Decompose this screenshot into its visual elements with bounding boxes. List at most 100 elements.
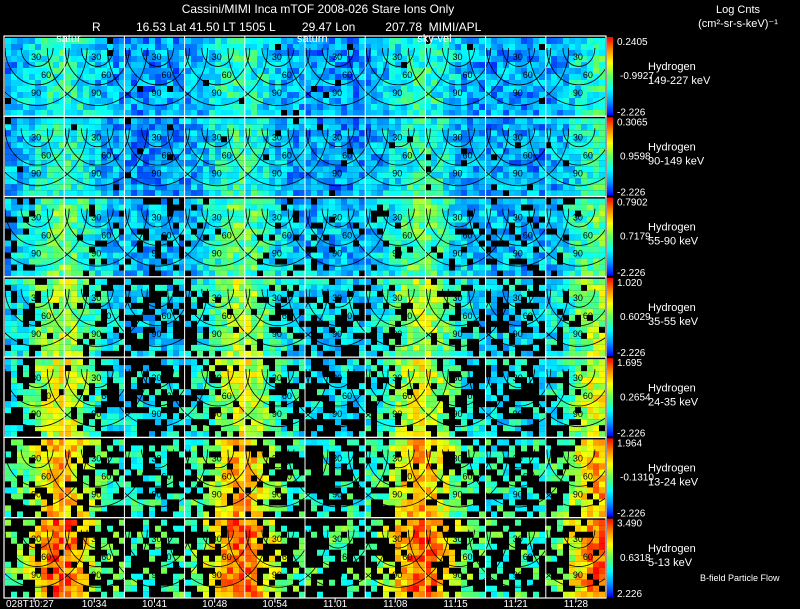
heatmap-cell (215, 246, 221, 253)
heatmap-cell (515, 86, 521, 92)
heatmap-cell (401, 338, 407, 345)
heatmap-cell (323, 172, 329, 179)
heatmap-cell (185, 160, 191, 167)
energy-panel: 3060903060903060903060903060903060903060… (0, 35, 711, 118)
heatmap-cell (515, 296, 521, 303)
heatmap-cell (95, 216, 101, 223)
heatmap-cell (155, 130, 161, 137)
heatmap-cell (119, 38, 125, 44)
heatmap-cell (401, 104, 407, 110)
heatmap-cell (5, 160, 11, 167)
heatmap-cell (407, 110, 413, 116)
heatmap-cell (533, 258, 539, 265)
heatmap-cell (11, 222, 17, 229)
heatmap-cell (491, 56, 497, 62)
heatmap-cell (131, 110, 137, 116)
heatmap-cell (161, 148, 167, 155)
heatmap-cell (527, 270, 533, 277)
heatmap-cell (575, 166, 581, 173)
heatmap-cell (359, 350, 365, 357)
heatmap-cell (401, 252, 407, 259)
heatmap-cell (293, 184, 299, 191)
heatmap-cell (215, 62, 221, 68)
heatmap-cell (389, 44, 395, 50)
heatmap-cell (575, 68, 581, 74)
heatmap-cell (101, 204, 107, 211)
heatmap-cell (515, 92, 521, 98)
heatmap-cell (173, 118, 179, 125)
heatmap-cell (191, 240, 197, 247)
heatmap-cell (437, 44, 443, 50)
heatmap-cell (293, 154, 299, 161)
heatmap-cell (23, 136, 29, 143)
heatmap-cell (113, 216, 119, 223)
heatmap-cell (341, 338, 347, 345)
heatmap-cell (23, 332, 29, 339)
heatmap-cell (47, 154, 53, 161)
heatmap-cell (173, 142, 179, 149)
heatmap-cell (23, 118, 29, 125)
heatmap-cell (311, 178, 317, 185)
heatmap-cell (95, 124, 101, 131)
heatmap-cell (215, 98, 221, 104)
heatmap-cell (257, 38, 263, 44)
heatmap-cell (401, 50, 407, 56)
heatmap-cell (407, 326, 413, 333)
heatmap-cell (521, 222, 527, 229)
heatmap-cell (563, 154, 569, 161)
heatmap-cell (233, 160, 239, 167)
heatmap-cell (353, 38, 359, 44)
heatmap-cell (413, 252, 419, 259)
heatmap-cell (593, 308, 599, 315)
heatmap-cell (485, 104, 491, 110)
heatmap-cell (485, 74, 491, 80)
heatmap-cell (485, 338, 491, 345)
heatmap-cell (113, 44, 119, 50)
heatmap-cell (527, 50, 533, 56)
heatmap-cell (413, 344, 419, 351)
heatmap-cell (581, 252, 587, 259)
heatmap-cell (389, 190, 395, 197)
heatmap-cell (299, 74, 305, 80)
heatmap-cell (209, 198, 215, 205)
heatmap-cell (347, 246, 353, 253)
heatmap-cell (587, 74, 593, 80)
heatmap-cell (113, 56, 119, 62)
heatmap-cell (527, 62, 533, 68)
heatmap-cell (563, 190, 569, 197)
heatmap-cell (167, 258, 173, 265)
heatmap-cell (341, 80, 347, 86)
contour-line (167, 288, 269, 347)
heatmap-cell (11, 92, 17, 98)
heatmap-cell (161, 228, 167, 235)
heatmap-cell (179, 92, 185, 98)
heatmap-cell (5, 308, 11, 315)
heatmap-cell (131, 68, 137, 74)
heatmap-cell (71, 204, 77, 211)
heatmap-cell (587, 198, 593, 205)
heatmap-cell (203, 252, 209, 259)
heatmap-cell (389, 178, 395, 185)
heatmap-cell (497, 142, 503, 149)
heatmap-cell (461, 240, 467, 247)
heatmap-cell (275, 98, 281, 104)
contour-line (347, 208, 449, 267)
heatmap-cell (185, 124, 191, 131)
heatmap-cell (479, 252, 485, 259)
heatmap-cell (527, 86, 533, 92)
heatmap-cell (335, 350, 341, 357)
heatmap-cell (443, 198, 449, 205)
heatmap-cell (179, 98, 185, 104)
heatmap-cell (473, 210, 479, 217)
heatmap-cell (497, 172, 503, 179)
heatmap-cell (71, 172, 77, 179)
heatmap-cell (317, 284, 323, 291)
heatmap-cell (461, 74, 467, 80)
heatmap-cell (533, 130, 539, 137)
heatmap-cell (407, 204, 413, 211)
heatmap-cell (455, 320, 461, 327)
heatmap-cell (209, 338, 215, 345)
heatmap-cell (293, 98, 299, 104)
heatmap-cell (11, 80, 17, 86)
heatmap-cell (263, 198, 269, 205)
